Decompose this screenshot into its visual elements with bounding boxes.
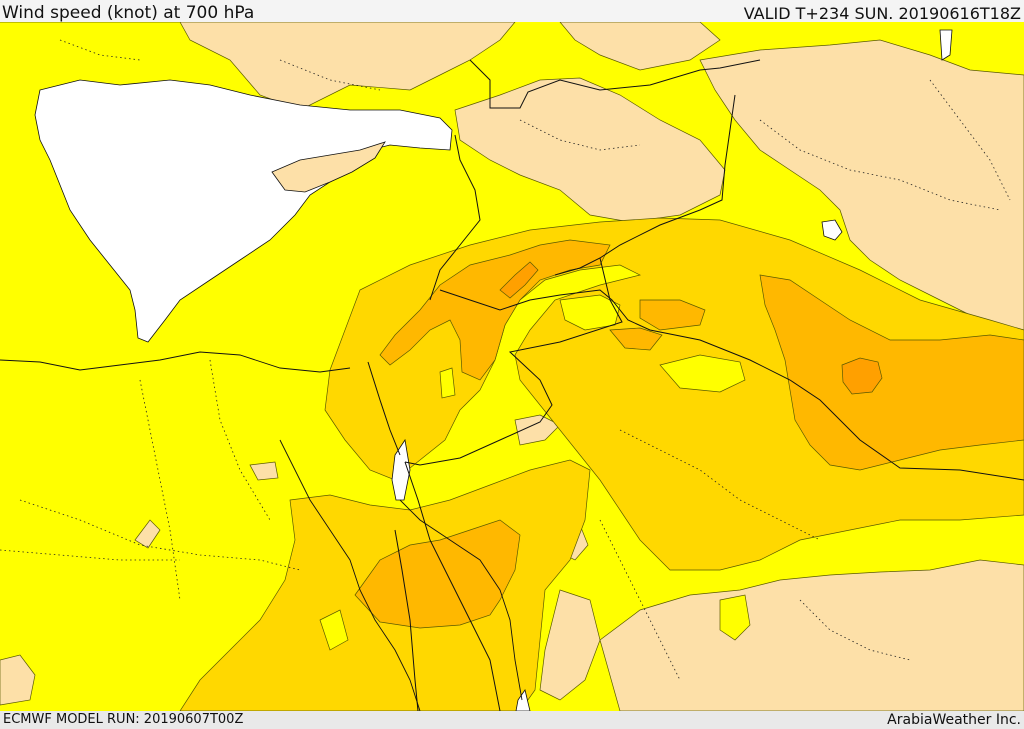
credit-label: ArabiaWeather Inc. xyxy=(887,712,1021,728)
valid-time-label: VALID T+234 SUN. 20190616T18Z xyxy=(743,4,1021,23)
map-footer: ECMWF MODEL RUN: 20190607T00Z ArabiaWeat… xyxy=(0,711,1024,729)
light-wind-pockets xyxy=(319,294,751,651)
coastlines xyxy=(0,351,523,711)
country-borders xyxy=(367,59,1024,711)
strong-wind-zones xyxy=(354,239,1024,629)
strongest-wind-zones xyxy=(499,261,883,395)
wind-speed-map xyxy=(0,22,1024,711)
province-borders xyxy=(0,39,1011,681)
sea-mask xyxy=(34,29,953,711)
map-header: Wind speed (knot) at 700 hPa VALID T+234… xyxy=(0,0,1024,23)
map-title: Wind speed (knot) at 700 hPa xyxy=(2,3,255,23)
model-run-label: ECMWF MODEL RUN: 20190607T00Z xyxy=(3,712,244,727)
map-area xyxy=(0,22,1024,711)
